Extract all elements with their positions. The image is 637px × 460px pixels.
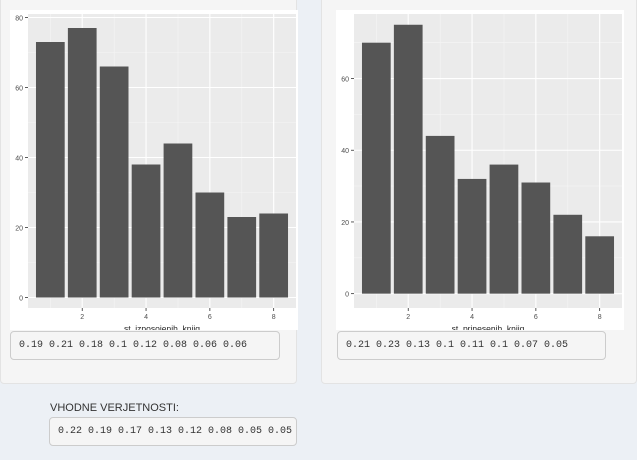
bar [361,42,391,294]
y-tick-label: 40 [15,156,23,163]
bar [131,164,161,298]
x-tick-label: 4 [144,314,148,321]
x-tick-label: 8 [598,314,602,321]
y-tick-label: 0 [19,296,23,303]
bar [35,42,65,298]
x-tick-label: 2 [406,314,410,321]
input-probabilities-label: VHODNE VERJETNOSTI: [50,402,179,414]
y-tick-label: 60 [341,77,349,84]
bar [99,66,129,298]
y-tick-label: 80 [15,16,23,23]
bar [521,182,551,294]
input-probabilities-output: 0.22 0.19 0.17 0.13 0.12 0.08 0.05 0.05 [49,417,297,446]
borrowed-probabilities-output: 0.19 0.21 0.18 0.1 0.12 0.08 0.06 0.06 [10,331,280,360]
y-tick-label: 60 [15,86,23,93]
x-axis-label: st_prinesenih_knjig [452,323,525,330]
bar [259,213,289,298]
x-tick-label: 4 [470,314,474,321]
x-tick-label: 6 [534,314,538,321]
bar [393,24,423,294]
y-tick-label: 20 [15,226,23,233]
x-tick-label: 2 [80,314,84,321]
y-tick-label: 20 [341,220,349,227]
left-plot: 0 20 40 60 80 2 4 6 8 st_izposojenih_knjig [10,10,298,330]
bar [585,236,615,294]
bar [489,164,519,294]
bar [163,143,193,298]
x-axis-label: st_izposojenih_knjig [124,323,200,330]
returned-books-histogram: 0 20 40 60 2 4 6 8 st_prinesenih_knjig [341,14,622,330]
y-tick-label: 0 [345,292,349,299]
returned-probabilities-output: 0.21 0.23 0.13 0.1 0.11 0.1 0.07 0.05 [337,331,606,360]
right-plot: 0 20 40 60 2 4 6 8 st_prinesenih_knjig [336,10,624,330]
bar [553,214,583,294]
bar [195,192,225,298]
bar [457,178,487,294]
bar [425,135,455,294]
borrowed-books-histogram: 0 20 40 60 80 2 4 6 8 st_izposojenih_knjig [15,14,296,330]
x-tick-label: 6 [208,314,212,321]
x-tick-label: 8 [272,314,276,321]
bar [227,217,257,298]
bar [67,28,97,298]
y-tick-label: 40 [341,148,349,155]
